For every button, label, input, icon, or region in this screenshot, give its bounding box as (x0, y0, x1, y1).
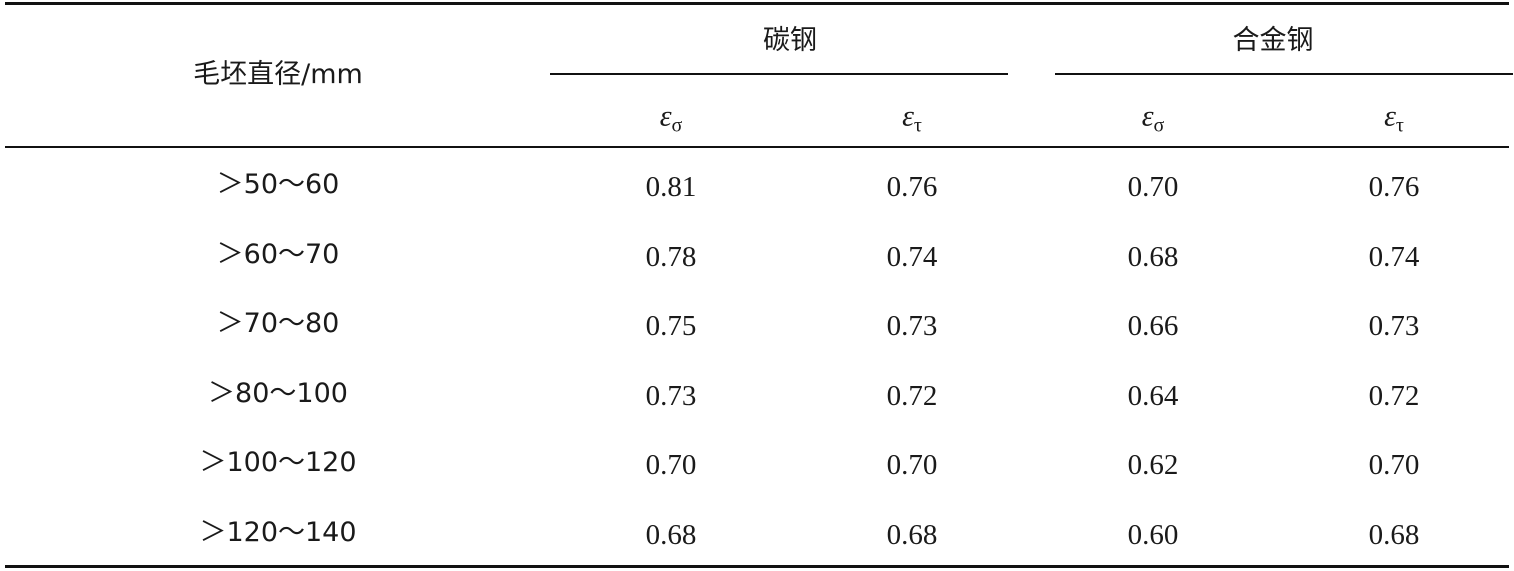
value-cell: 0.73 (1368, 310, 1420, 342)
header-rule (5, 146, 1509, 148)
value-cell: 0.62 (1127, 449, 1179, 481)
value-cell: 0.66 (1127, 310, 1179, 342)
value-cell: 0.64 (1127, 380, 1179, 412)
diameter-range-cell: ＞70～80 (216, 308, 340, 339)
value-cell: 0.78 (645, 241, 697, 273)
value-cell: 0.68 (886, 519, 938, 551)
value-cell: 0.73 (645, 380, 697, 412)
alloy-steel-group-rule (1055, 73, 1513, 75)
group-header-carbon-steel: 碳钢 (763, 25, 817, 56)
value-cell: 0.75 (645, 310, 697, 342)
diameter-range-cell: ＞100～120 (199, 447, 357, 478)
value-cell: 0.68 (645, 519, 697, 551)
value-cell: 0.72 (1368, 380, 1420, 412)
value-cell: 0.76 (1368, 171, 1420, 203)
row-header-blank-diameter: 毛坯直径/mm (193, 59, 363, 90)
sub-header-carbon-tau: ετ (902, 99, 922, 137)
value-cell: 0.70 (1127, 171, 1179, 203)
value-cell: 0.70 (1368, 449, 1420, 481)
value-cell: 0.74 (886, 241, 938, 273)
diameter-range-cell: ＞120～140 (199, 517, 357, 548)
diameter-range-cell: ＞80～100 (208, 378, 348, 409)
top-rule (5, 2, 1509, 5)
value-cell: 0.70 (645, 449, 697, 481)
value-cell: 0.81 (645, 171, 697, 203)
value-cell: 0.70 (886, 449, 938, 481)
value-cell: 0.76 (886, 171, 938, 203)
value-cell: 0.60 (1127, 519, 1179, 551)
value-cell: 0.73 (886, 310, 938, 342)
diameter-range-cell: ＞60～70 (216, 239, 340, 270)
value-cell: 0.72 (886, 380, 938, 412)
value-cell: 0.68 (1368, 519, 1420, 551)
sub-header-alloy-sigma: εσ (1141, 99, 1165, 137)
carbon-steel-group-rule (550, 73, 1008, 75)
sub-header-carbon-sigma: εσ (659, 99, 683, 137)
value-cell: 0.74 (1368, 241, 1420, 273)
sub-header-alloy-tau: ετ (1384, 99, 1404, 137)
diameter-range-cell: ＞50～60 (216, 169, 340, 200)
value-cell: 0.68 (1127, 241, 1179, 273)
bottom-rule (5, 565, 1509, 568)
group-header-alloy-steel: 合金钢 (1232, 25, 1314, 56)
